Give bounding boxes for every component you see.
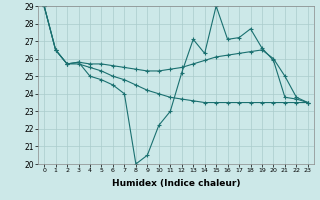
X-axis label: Humidex (Indice chaleur): Humidex (Indice chaleur)	[112, 179, 240, 188]
